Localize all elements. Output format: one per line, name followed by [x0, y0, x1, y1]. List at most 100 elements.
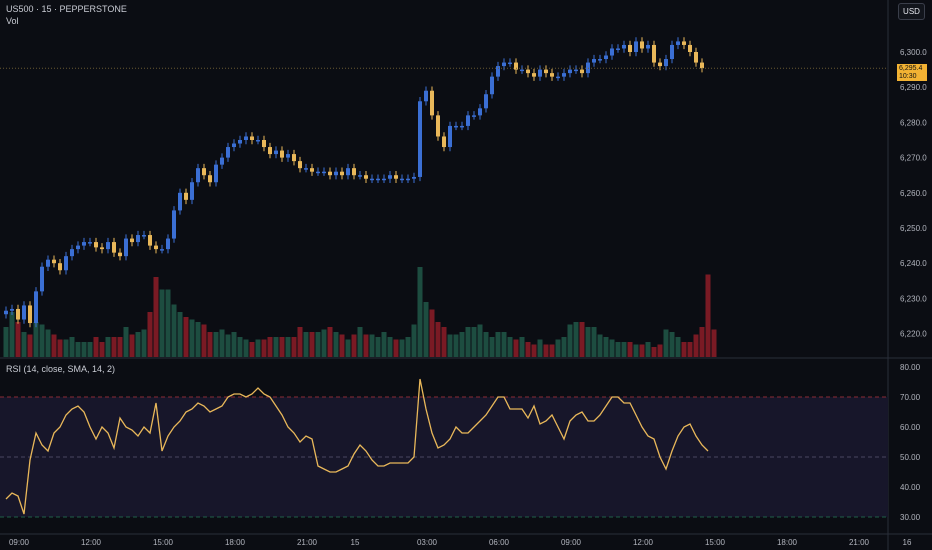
volume-bar: [39, 324, 45, 357]
candle-body: [676, 41, 680, 45]
time-tick-label: 15:00: [705, 538, 726, 547]
volume-bar: [657, 344, 663, 357]
candle-body: [40, 266, 44, 292]
volume-bar: [3, 327, 9, 357]
rsi-series: [5, 378, 709, 515]
candle-body: [160, 249, 164, 251]
volume-bar: [537, 339, 543, 357]
candle-body: [400, 178, 404, 181]
candle-body: [346, 168, 350, 176]
candle-body: [28, 305, 32, 324]
volume-bar: [423, 302, 429, 357]
volume-bar: [441, 327, 447, 357]
candle-body: [136, 235, 140, 243]
volume-bar: [663, 329, 669, 357]
volume-bar: [693, 334, 699, 357]
rsi-legend[interactable]: RSI (14, close, SMA, 14, 2): [6, 364, 116, 374]
volume-bar: [351, 334, 357, 357]
candle-body: [262, 140, 266, 148]
candle-body: [442, 136, 446, 148]
candle-body: [562, 73, 566, 77]
candle-body: [178, 192, 182, 211]
candle-body: [16, 308, 20, 320]
candle-body: [310, 168, 314, 172]
volume-bar: [519, 337, 525, 357]
candle-body: [58, 263, 62, 271]
rsi-tick-label: 50.00: [900, 453, 921, 462]
symbol-legend[interactable]: US500 · 15 · PEPPERSTONE: [6, 4, 127, 14]
volume-legend[interactable]: Vol: [6, 16, 19, 26]
volume-bar: [639, 344, 645, 357]
candle-body: [550, 73, 554, 77]
candle-body: [688, 44, 692, 52]
volume-bar: [483, 332, 489, 357]
volume-bar: [507, 337, 513, 357]
price-tick-label: 6,290.0: [900, 83, 927, 92]
candle-body: [430, 90, 434, 116]
candle-body: [538, 69, 542, 77]
volume-bar: [501, 332, 507, 357]
candle-body: [424, 90, 428, 102]
candle-body: [382, 178, 386, 181]
rsi-tick-label: 30.00: [900, 513, 921, 522]
candle-body: [322, 171, 326, 174]
candle-body: [208, 175, 212, 183]
time-tick-label: 18:00: [777, 538, 798, 547]
candle-body: [124, 238, 128, 257]
volume-bar: [555, 339, 561, 357]
candle-body: [598, 59, 602, 61]
candle-body: [22, 305, 26, 320]
rsi-tick-label: 70.00: [900, 393, 921, 402]
price-tick-label: 6,270.0: [900, 154, 927, 163]
volume-bar: [603, 337, 609, 357]
volume-bar: [513, 339, 519, 357]
volume-bar: [567, 324, 573, 357]
candle-body: [4, 310, 8, 315]
candle-body: [448, 125, 452, 148]
candle-body: [532, 73, 536, 77]
candle-body: [82, 242, 86, 246]
candle-body: [502, 62, 506, 67]
candle-body: [436, 115, 440, 137]
time-tick-label: 21:00: [297, 538, 318, 547]
candle-body: [652, 44, 656, 63]
candle-body: [118, 252, 122, 257]
volume-bar: [219, 329, 225, 357]
volume-bar: [45, 329, 51, 357]
time-tick-label: 16: [903, 538, 912, 547]
candle-body: [202, 168, 206, 176]
currency-button[interactable]: USD: [898, 3, 925, 20]
candle-body: [292, 154, 296, 162]
volume-bar: [207, 332, 213, 357]
volume-bar: [459, 332, 465, 357]
time-tick-label: 03:00: [417, 538, 438, 547]
candle-body: [340, 171, 344, 176]
candle-body: [604, 55, 608, 60]
volume-bar: [33, 322, 39, 357]
volume-bar: [159, 289, 165, 357]
candle-body: [478, 108, 482, 116]
axes: 6,300.0 6,290.0 6,280.0 6,270.0 6,260.0 6,250…: [9, 48, 927, 547]
volume-bar: [291, 337, 297, 357]
time-tick-label: 06:00: [489, 538, 510, 547]
last-price-tag: 6,295.4 10:30: [897, 64, 927, 81]
price-tick-label: 6,220.0: [900, 330, 927, 339]
volume-bar: [417, 267, 423, 357]
volume-bar: [525, 342, 531, 357]
volume-bar: [63, 339, 69, 357]
candle-body: [700, 62, 704, 69]
volume-bar: [117, 337, 123, 357]
volume-bar: [579, 322, 585, 357]
candle-body: [334, 171, 338, 176]
candle-body: [556, 76, 560, 79]
volume-bar: [561, 337, 567, 357]
price-tick-label: 6,230.0: [900, 294, 927, 303]
candle-body: [412, 176, 416, 179]
volume-bar: [273, 337, 279, 357]
volume-bar: [315, 332, 321, 357]
candle-body: [154, 245, 158, 250]
candle-body: [244, 136, 248, 140]
volume-bar: [471, 327, 477, 357]
volume-bar: [429, 309, 435, 357]
